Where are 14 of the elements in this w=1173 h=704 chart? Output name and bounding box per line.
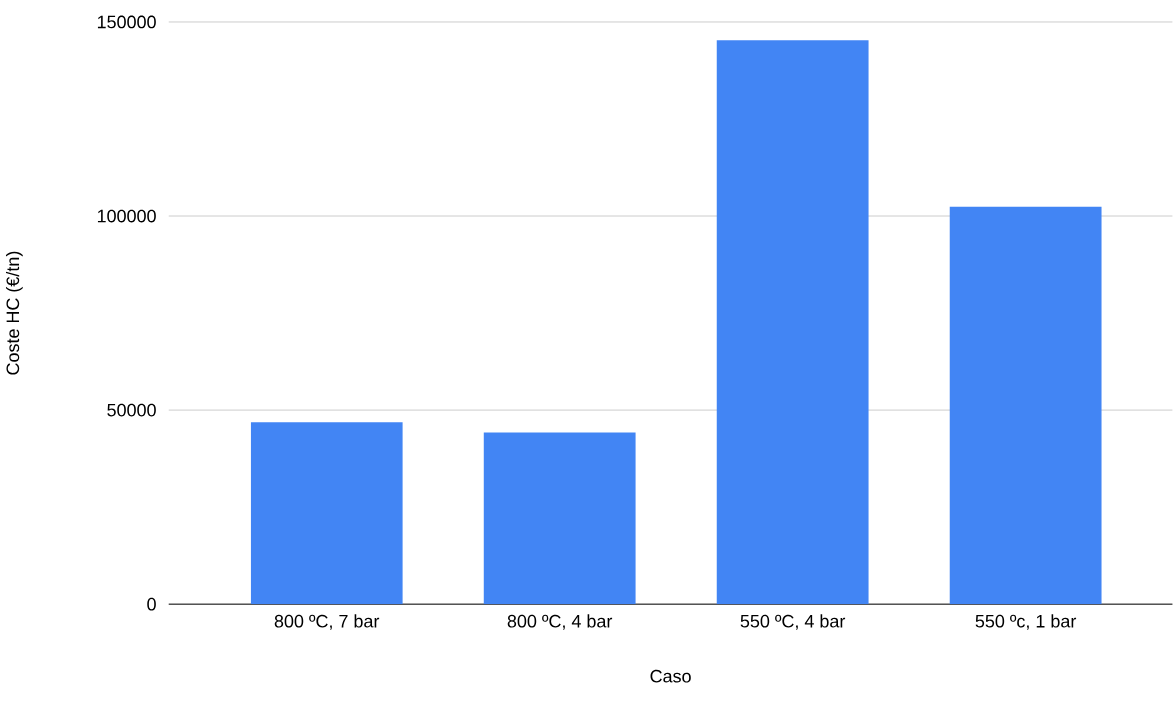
x-tick-label: 800 ºC, 4 bar bbox=[507, 614, 613, 630]
bar bbox=[250, 422, 403, 605]
bar bbox=[483, 432, 636, 605]
x-tick-label: 550 ºC, 4 bar bbox=[740, 614, 846, 630]
x-tick-label: 800 ºC, 7 bar bbox=[274, 614, 380, 630]
y-tick-label: 0 bbox=[147, 597, 156, 611]
x-tick-label: 550 ºc, 1 bar bbox=[975, 614, 1077, 630]
y-tick-label: 50000 bbox=[107, 403, 156, 417]
y-tick-label: 150000 bbox=[97, 15, 156, 29]
bar bbox=[949, 206, 1102, 605]
bar bbox=[716, 40, 869, 605]
x-axis-title: Caso bbox=[650, 669, 691, 683]
y-tick-label: 100000 bbox=[97, 209, 156, 223]
y-axis-title: Coste HC (€/tn) bbox=[5, 251, 23, 375]
